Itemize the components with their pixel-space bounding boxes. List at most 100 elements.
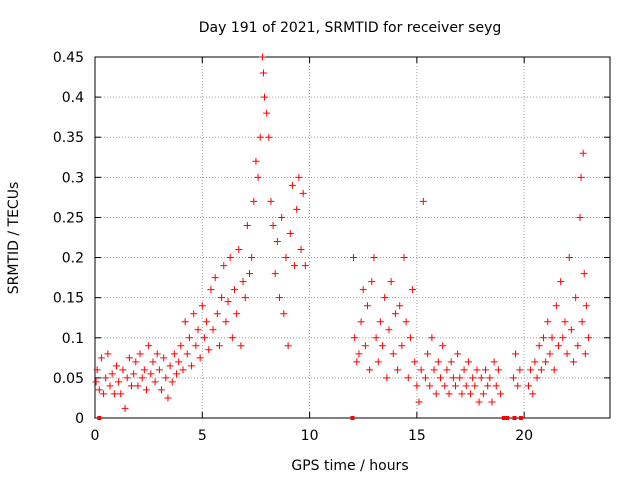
- data-point: [370, 254, 378, 262]
- data-point: [570, 358, 578, 366]
- data-point: [449, 374, 457, 382]
- data-point: [355, 350, 363, 358]
- data-point: [505, 416, 509, 420]
- data-point: [104, 350, 112, 358]
- data-point: [177, 342, 185, 350]
- data-point: [406, 334, 414, 342]
- data-point: [402, 318, 410, 326]
- data-point: [237, 342, 245, 350]
- data-point: [548, 334, 556, 342]
- data-point: [512, 350, 520, 358]
- data-point: [276, 294, 284, 302]
- y-tick-labels: 0 0.05 0.1 0.15 0.2 0.25 0.3 0.35 0.4 0.…: [53, 50, 84, 427]
- data-point: [443, 366, 451, 374]
- data-point: [278, 213, 286, 221]
- data-point: [419, 197, 427, 205]
- data-point: [97, 416, 102, 420]
- data-point: [250, 197, 258, 205]
- data-point: [424, 350, 432, 358]
- data-point: [544, 318, 552, 326]
- data-point: [552, 302, 560, 310]
- data-point: [190, 310, 198, 318]
- data-point: [291, 262, 299, 270]
- data-point: [220, 262, 228, 270]
- data-point: [243, 221, 251, 229]
- data-point: [200, 334, 208, 342]
- data-point: [497, 390, 505, 398]
- data-point: [92, 378, 100, 386]
- axis-ticks: [94, 56, 610, 419]
- data-point: [155, 366, 163, 374]
- data-point: [261, 93, 269, 101]
- data-point: [127, 382, 135, 390]
- data-point: [205, 346, 213, 354]
- data-point: [576, 213, 584, 221]
- data-point: [368, 278, 376, 286]
- data-point: [460, 366, 468, 374]
- data-point: [383, 374, 391, 382]
- data-point: [364, 302, 372, 310]
- data-point: [121, 404, 129, 412]
- data-point: [447, 358, 455, 366]
- data-point: [366, 366, 374, 374]
- data-point: [359, 286, 367, 294]
- data-point: [226, 254, 234, 262]
- data-point: [413, 382, 421, 390]
- data-point: [271, 270, 279, 278]
- data-point: [140, 366, 148, 374]
- data-point: [467, 390, 475, 398]
- data-point: [445, 390, 453, 398]
- data-point: [490, 358, 498, 366]
- y-tick-label: 0.2: [62, 251, 84, 267]
- data-point: [162, 374, 170, 382]
- data-point: [439, 342, 447, 350]
- data-point: [297, 246, 305, 254]
- grid-lines: [94, 56, 610, 419]
- data-point: [391, 310, 399, 318]
- data-point: [572, 294, 580, 302]
- data-point: [179, 366, 187, 374]
- data-point: [218, 294, 226, 302]
- chart-title: Day 191 of 2021, SRMTID for receiver sey…: [199, 20, 502, 36]
- data-point: [441, 382, 449, 390]
- data-point: [462, 382, 470, 390]
- data-point: [381, 294, 389, 302]
- data-point: [235, 246, 243, 254]
- data-point: [567, 326, 575, 334]
- data-point: [100, 390, 108, 398]
- data-point: [557, 278, 565, 286]
- data-point: [284, 342, 292, 350]
- data-point: [267, 197, 275, 205]
- data-point: [574, 342, 582, 350]
- y-tick-label: 0.15: [53, 291, 84, 307]
- data-point: [265, 133, 273, 141]
- data-point: [301, 262, 309, 270]
- data-point: [95, 386, 103, 394]
- y-tick-label: 0.25: [53, 210, 84, 226]
- data-point: [209, 326, 217, 334]
- data-point: [577, 173, 585, 181]
- data-point: [482, 366, 490, 374]
- data-point: [143, 386, 150, 394]
- data-point: [138, 374, 146, 382]
- plot-frame: [94, 56, 611, 419]
- data-point: [436, 374, 444, 382]
- data-point: [350, 254, 358, 262]
- x-tick-labels: 0 5 10 15 20: [91, 428, 534, 444]
- data-point: [484, 382, 492, 390]
- data-point: [97, 354, 105, 362]
- data-point: [117, 390, 125, 398]
- data-point: [213, 310, 221, 318]
- data-point: [110, 390, 118, 398]
- data-point: [175, 358, 183, 366]
- data-point: [185, 334, 193, 342]
- data-point: [531, 358, 539, 366]
- data-point: [398, 342, 406, 350]
- data-point: [259, 69, 267, 77]
- data-point: [288, 181, 296, 189]
- x-tick-label: 5: [198, 428, 207, 444]
- data-point: [350, 416, 355, 420]
- data-point: [166, 362, 174, 370]
- data-point: [282, 254, 290, 262]
- data-point: [404, 374, 412, 382]
